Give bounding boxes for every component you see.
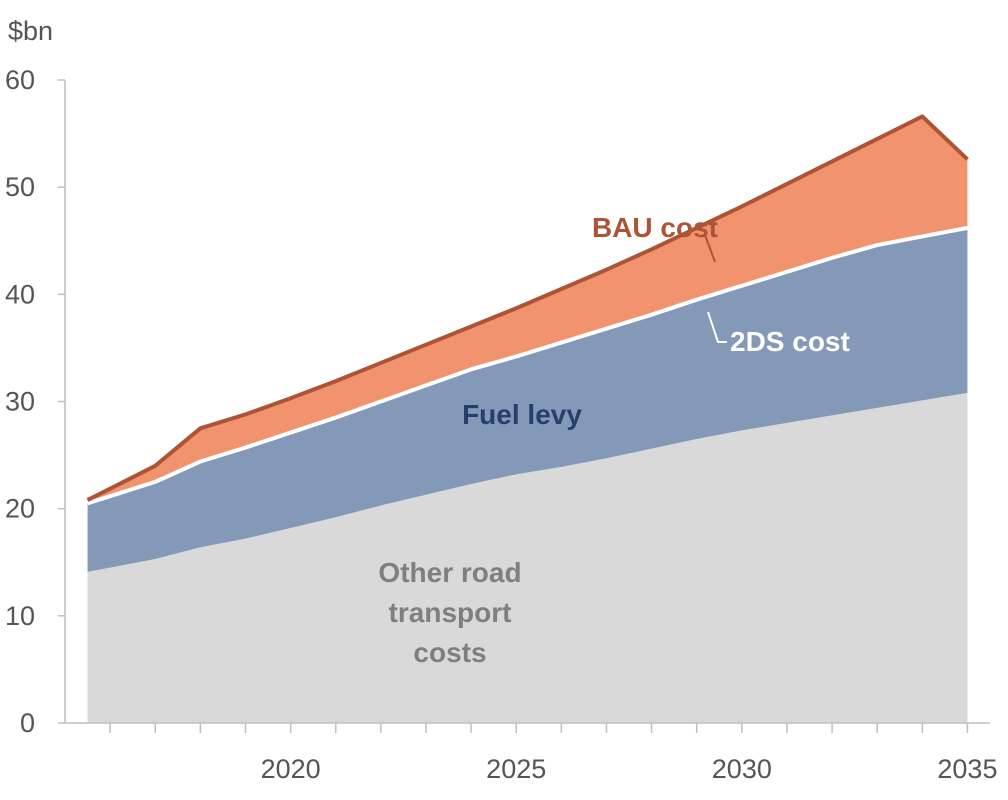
label-fuel-levy: Fuel levy: [462, 399, 582, 430]
y-tick-label: 60: [5, 65, 35, 95]
label-other-road-line2: transport: [389, 597, 512, 628]
y-tick-label: 0: [20, 708, 35, 738]
y-tick-label: 10: [5, 601, 35, 631]
line-two_ds: [86, 225, 968, 506]
x-tick-label: 2030: [712, 754, 772, 784]
area-two_ds: [87, 227, 968, 572]
line-bau: [86, 114, 969, 502]
y-tick-label: 40: [5, 279, 35, 309]
y-tick-label: 20: [5, 494, 35, 524]
x-tick-label: 2020: [261, 754, 321, 784]
area-other: [87, 392, 968, 723]
area-bau: [87, 116, 968, 504]
label-other-road-line1: Other road: [378, 557, 521, 588]
area-layers: [87, 116, 968, 723]
label-other-road-line3: costs: [413, 637, 486, 668]
2ds-leader-line: [707, 311, 727, 343]
y-tick-label: 30: [5, 387, 35, 417]
x-tick-labels: 2020 2025 2030 2035: [261, 754, 998, 784]
y-tick-label: 50: [5, 172, 35, 202]
series-lines: [86, 114, 969, 506]
bau-leader-line: [704, 234, 716, 263]
axes: [58, 79, 990, 733]
x-tick-label: 2035: [937, 754, 997, 784]
y-tick-labels: 0 10 20 30 40 50 60: [5, 65, 35, 738]
y-unit-label: $bn: [8, 16, 53, 46]
x-tick-label: 2025: [486, 754, 546, 784]
label-2ds-cost: 2DS cost: [730, 326, 850, 357]
label-bau-cost: BAU cost: [592, 212, 718, 243]
